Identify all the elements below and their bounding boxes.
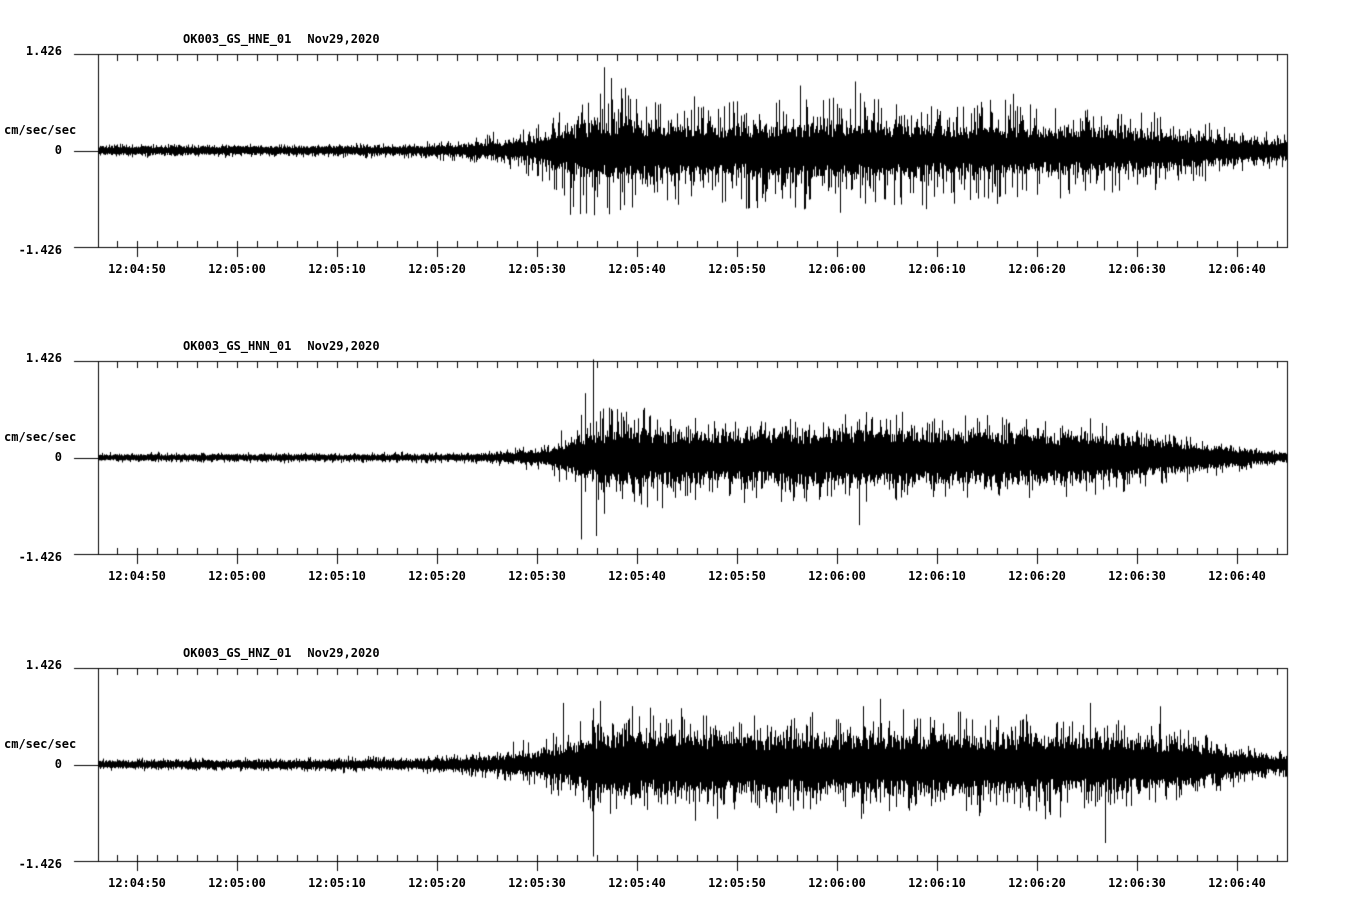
- trace-date: Nov29,2020: [307, 339, 380, 353]
- x-tick-label: 12:05:00: [208, 876, 266, 890]
- y-axis-zero-label: 0: [54, 757, 62, 771]
- y-axis-min-label: -1.426: [18, 243, 62, 257]
- x-tick-label: 12:05:50: [708, 262, 766, 276]
- waveform-canvas-hne: [58, 44, 1298, 263]
- x-tick-label: 12:04:50: [108, 262, 166, 276]
- x-tick-label: 12:04:50: [108, 569, 166, 583]
- x-tick-label: 12:06:00: [808, 876, 866, 890]
- x-tick-label: 12:06:40: [1208, 262, 1266, 276]
- x-tick-label: 12:06:10: [908, 569, 966, 583]
- x-tick-label: 12:06:00: [808, 569, 866, 583]
- trace-date: Nov29,2020: [307, 646, 380, 660]
- x-tick-label: 12:05:10: [308, 262, 366, 276]
- x-tick-label: 12:06:40: [1208, 569, 1266, 583]
- x-tick-label: 12:05:20: [408, 262, 466, 276]
- x-tick-label: 12:05:00: [208, 569, 266, 583]
- x-tick-label: 12:06:30: [1108, 876, 1166, 890]
- y-axis-units-label: cm/sec/sec: [4, 123, 77, 137]
- x-axis-tick-labels: 12:04:50 12:05:00 12:05:10 12:05:20 12:05:30…: [0, 262, 1358, 278]
- x-tick-label: 12:05:30: [508, 876, 566, 890]
- y-axis-max-label: 1.426: [25, 351, 62, 365]
- trace-title-hnz: OK003_GS_HNZ_01 Nov29,2020: [183, 647, 380, 660]
- x-tick-label: 12:04:50: [108, 876, 166, 890]
- x-tick-label: 12:06:10: [908, 262, 966, 276]
- station-channel-id: OK003_GS_HNN_01: [183, 339, 292, 353]
- x-tick-label: 12:06:00: [808, 262, 866, 276]
- x-tick-label: 12:05:20: [408, 569, 466, 583]
- x-tick-label: 12:05:10: [308, 876, 366, 890]
- y-axis-zero-label: 0: [54, 450, 62, 464]
- x-tick-label: 12:06:20: [1008, 569, 1066, 583]
- x-tick-label: 12:06:30: [1108, 262, 1166, 276]
- y-axis-min-label: -1.426: [18, 857, 62, 871]
- x-tick-label: 12:06:30: [1108, 569, 1166, 583]
- x-tick-label: 12:05:30: [508, 262, 566, 276]
- y-axis-max-label: 1.426: [25, 658, 62, 672]
- x-tick-label: 12:05:40: [608, 262, 666, 276]
- x-axis-tick-labels: 12:04:50 12:05:00 12:05:10 12:05:20 12:05:30…: [0, 569, 1358, 585]
- x-tick-label: 12:05:20: [408, 876, 466, 890]
- trace-date: Nov29,2020: [307, 32, 380, 46]
- y-axis-max-label: 1.426: [25, 44, 62, 58]
- waveform-canvas-hnn: [58, 351, 1298, 570]
- trace-title-hne: OK003_GS_HNE_01 Nov29,2020: [183, 33, 380, 46]
- y-axis-units-label: cm/sec/sec: [4, 737, 77, 751]
- x-tick-label: 12:05:10: [308, 569, 366, 583]
- x-tick-label: 12:05:00: [208, 262, 266, 276]
- x-axis-tick-labels: 12:04:50 12:05:00 12:05:10 12:05:20 12:05:30…: [0, 876, 1358, 892]
- waveform-canvas-hnz: [58, 658, 1298, 877]
- x-tick-label: 12:05:30: [508, 569, 566, 583]
- x-tick-label: 12:05:40: [608, 569, 666, 583]
- x-tick-label: 12:06:40: [1208, 876, 1266, 890]
- station-channel-id: OK003_GS_HNE_01: [183, 32, 292, 46]
- x-tick-label: 12:05:40: [608, 876, 666, 890]
- y-axis-zero-label: 0: [54, 143, 62, 157]
- x-tick-label: 12:06:20: [1008, 876, 1066, 890]
- y-axis-min-label: -1.426: [18, 550, 62, 564]
- x-tick-label: 12:05:50: [708, 569, 766, 583]
- trace-title-hnn: OK003_GS_HNN_01 Nov29,2020: [183, 340, 380, 353]
- x-tick-label: 12:05:50: [708, 876, 766, 890]
- x-tick-label: 12:06:20: [1008, 262, 1066, 276]
- x-tick-label: 12:06:10: [908, 876, 966, 890]
- y-axis-units-label: cm/sec/sec: [4, 430, 77, 444]
- station-channel-id: OK003_GS_HNZ_01: [183, 646, 292, 660]
